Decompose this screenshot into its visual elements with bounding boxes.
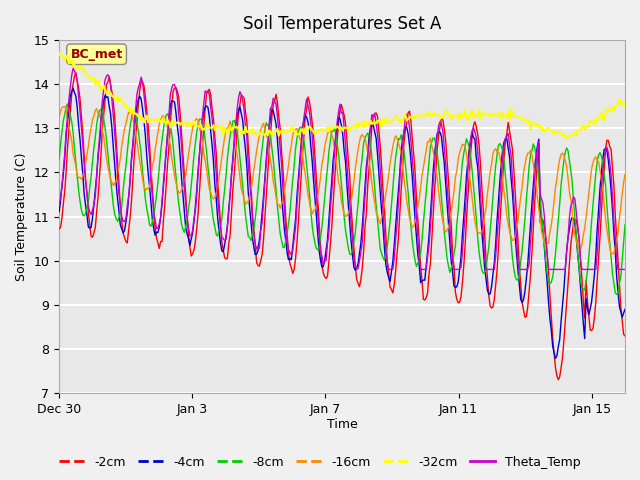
Legend: -2cm, -4cm, -8cm, -16cm, -32cm, Theta_Temp: -2cm, -4cm, -8cm, -16cm, -32cm, Theta_Te… bbox=[54, 451, 586, 474]
Text: BC_met: BC_met bbox=[70, 48, 123, 61]
Y-axis label: Soil Temperature (C): Soil Temperature (C) bbox=[15, 152, 28, 281]
Title: Soil Temperatures Set A: Soil Temperatures Set A bbox=[243, 15, 441, 33]
X-axis label: Time: Time bbox=[326, 419, 358, 432]
